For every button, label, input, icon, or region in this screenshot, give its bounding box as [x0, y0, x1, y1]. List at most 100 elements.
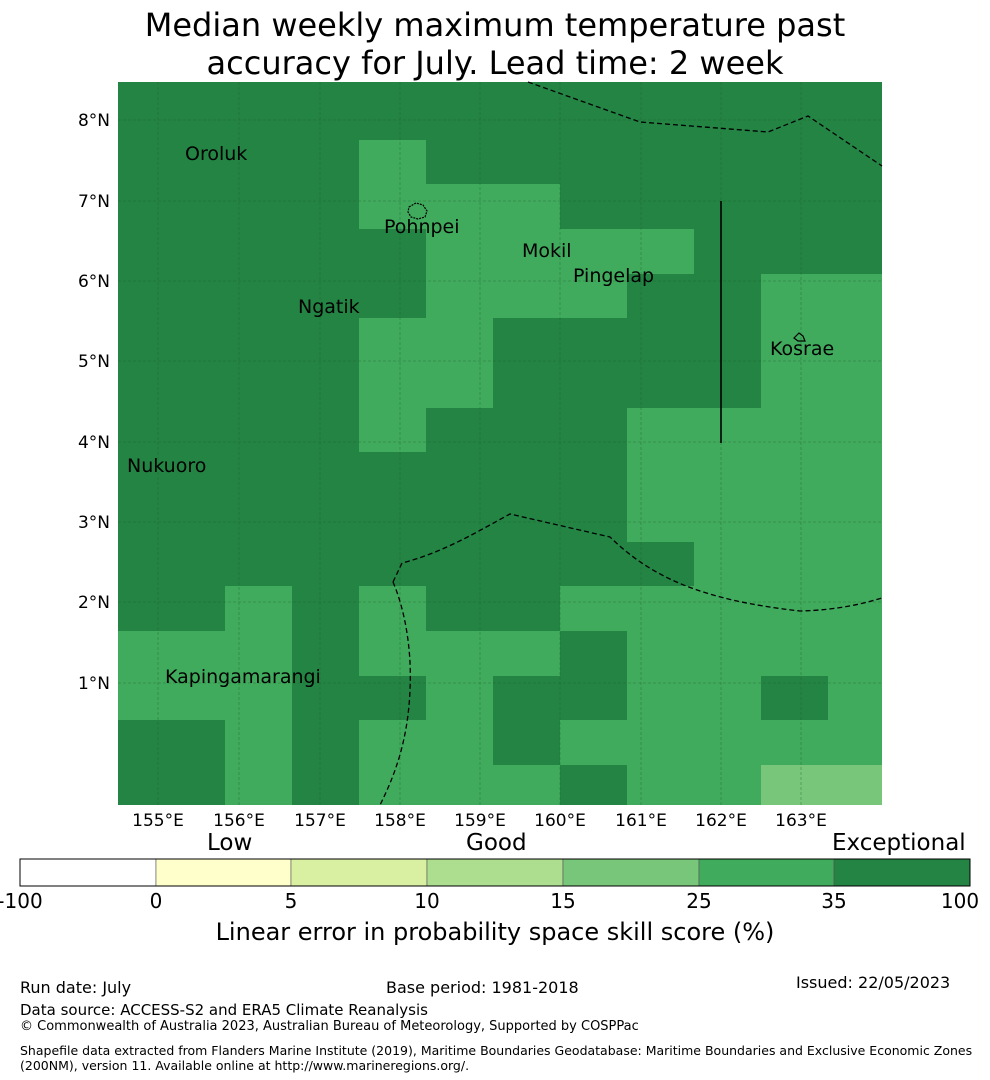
- grid-cell: [118, 318, 225, 408]
- place-pohnpei: Pohnpei: [384, 216, 460, 238]
- cb-tick-10: 10: [414, 889, 440, 913]
- grid-cell: [359, 408, 426, 452]
- grid-cell: [761, 140, 828, 184]
- grid-cell: [426, 586, 493, 631]
- grid-cell: [694, 82, 761, 140]
- eez-boundaries: [379, 81, 883, 806]
- grid-cell: [761, 586, 828, 631]
- grid-cell: [694, 720, 761, 765]
- grid-cell: [761, 631, 828, 676]
- grid-cell: [493, 452, 560, 542]
- grid-cell: [828, 318, 882, 408]
- grid-cell: [493, 542, 560, 586]
- grid-cell: [560, 542, 627, 586]
- grid-cell: [761, 765, 828, 805]
- grid-cell: [118, 229, 225, 274]
- grid-cell: [292, 140, 359, 184]
- colorbar: [19, 858, 971, 887]
- grid-cell: [426, 452, 493, 542]
- grid-cell: [493, 318, 560, 408]
- grid-cell: [426, 676, 493, 720]
- grid-cell: [292, 676, 359, 720]
- colorbar-swatch: [19, 858, 157, 887]
- grid-cell: [225, 586, 292, 631]
- grid-cell: [761, 229, 828, 274]
- grid-cell: [118, 542, 225, 586]
- grid-cell: [560, 318, 627, 408]
- grid-cell: [627, 229, 694, 274]
- cb-tick-5: 5: [284, 889, 298, 913]
- grid-cell: [426, 720, 493, 765]
- grid-cell: [627, 631, 694, 676]
- grid-cell: [828, 184, 882, 229]
- grid-cell: [627, 542, 694, 586]
- cb-tick-15: 15: [550, 889, 576, 913]
- grid-cell: [627, 82, 694, 140]
- grid-cell: [225, 408, 292, 452]
- lon-tick-label: 159°E: [454, 811, 506, 831]
- colorbar-swatch: [698, 858, 835, 887]
- grid-cell: [560, 631, 627, 676]
- place-ngatik: Ngatik: [298, 296, 360, 318]
- grid-cell: [560, 586, 627, 631]
- grid-cell: [761, 542, 828, 586]
- issued-date: Issued: 22/05/2023: [796, 973, 951, 992]
- grid-cell: [292, 318, 359, 408]
- grid-cell: [426, 140, 493, 184]
- grid-cell: [560, 452, 627, 542]
- grid-cell: [560, 140, 627, 184]
- grid-cell: [761, 184, 828, 229]
- grid-cell: [292, 631, 359, 676]
- grid-cell: [118, 82, 225, 140]
- grid-cell: [225, 720, 292, 765]
- islands: [407, 202, 806, 342]
- grid-cell: [627, 318, 694, 408]
- grid-cell: [225, 765, 292, 805]
- category-exceptional: Exceptional: [832, 830, 966, 856]
- category-low: Low: [207, 830, 253, 856]
- place-kapingamarangi: Kapingamarangi: [165, 666, 321, 688]
- grid-cell: [292, 452, 359, 542]
- place-labels: Oroluk Pohnpei Mokil Pingelap Ngatik Kos…: [127, 143, 834, 688]
- grid-cell: [292, 274, 359, 318]
- grid-cell: [627, 184, 694, 229]
- place-pingelap: Pingelap: [573, 265, 654, 287]
- grid-cell: [426, 631, 493, 676]
- lat-tick-label: 2°N: [78, 593, 110, 613]
- grid-cell: [493, 274, 560, 318]
- grid-cell: [694, 140, 761, 184]
- grid-cell: [426, 82, 493, 140]
- shapefile-credit-2: (200NM), version 11. Available online at…: [20, 1058, 470, 1073]
- place-mokil: Mokil: [522, 240, 572, 262]
- grid-cell: [426, 184, 493, 229]
- copyright: © Commonwealth of Australia 2023, Austra…: [20, 1019, 639, 1034]
- grid-cell: [292, 184, 359, 229]
- grid-cell: [627, 274, 694, 318]
- grid-cell: [560, 82, 627, 140]
- grid-cell: [292, 82, 359, 140]
- grid-cell: [359, 676, 426, 720]
- grid-cell: [225, 452, 292, 542]
- grid-cell: [694, 586, 761, 631]
- grid-cell: [560, 408, 627, 452]
- grid-cell: [761, 720, 828, 765]
- grid-cell: [359, 452, 426, 542]
- grid-cell: [493, 140, 560, 184]
- grid-cell: [292, 765, 359, 805]
- cb-tick-100: 100: [940, 889, 980, 913]
- grid-cell: [694, 676, 761, 720]
- cb-tick-m100: -100: [0, 889, 43, 913]
- grid-cell: [627, 140, 694, 184]
- colorbar-frame: [19, 858, 971, 887]
- grid-cell: [761, 318, 828, 408]
- grid-cell: [118, 408, 225, 452]
- grid-cell: [493, 184, 560, 229]
- lat-tick-label: 5°N: [78, 352, 110, 372]
- grid-cell: [118, 765, 225, 805]
- grid-cell: [694, 184, 761, 229]
- colorbar-swatch: [426, 858, 564, 887]
- grid-cell: [627, 408, 694, 452]
- grid-cell: [493, 229, 560, 274]
- grid-cell: [225, 542, 292, 586]
- grid-cell: [493, 676, 560, 720]
